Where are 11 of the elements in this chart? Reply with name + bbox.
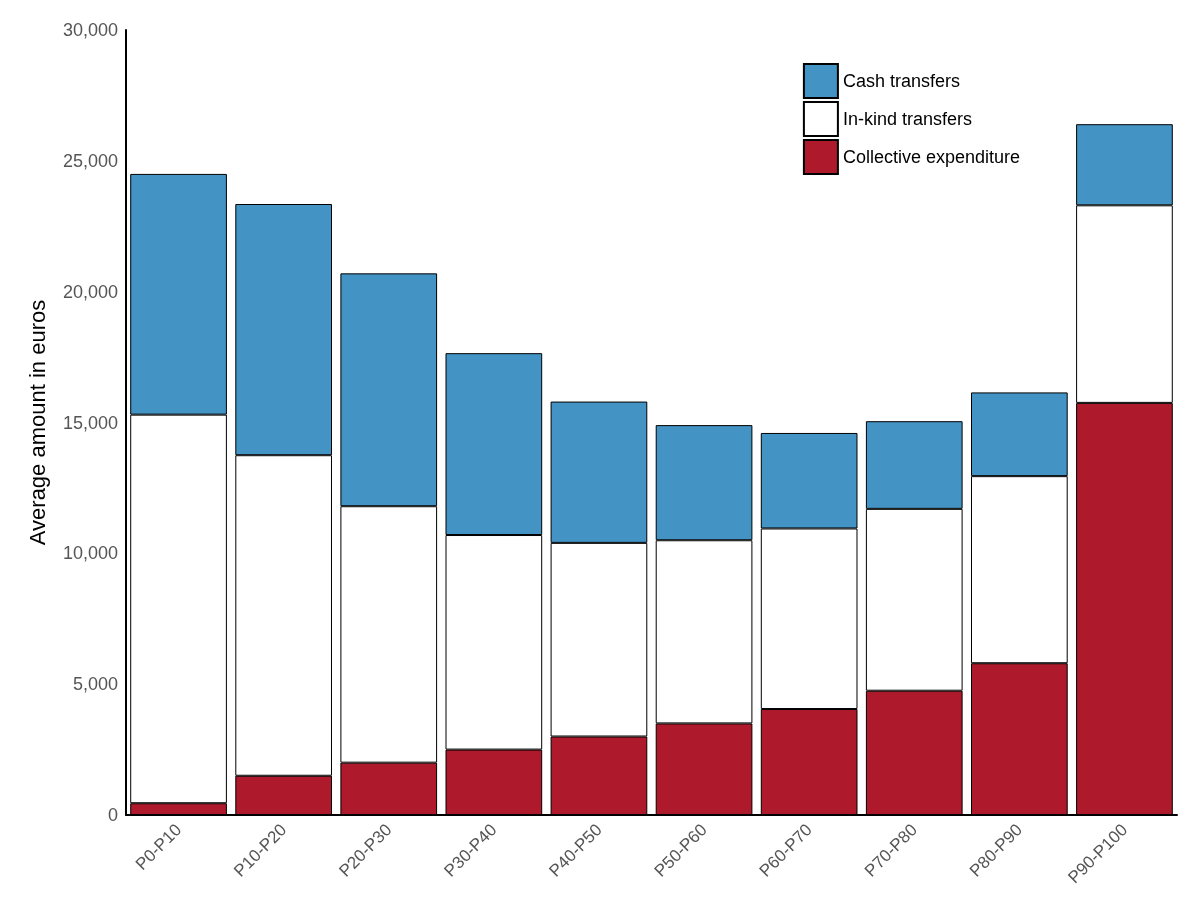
legend-label: Cash transfers <box>842 71 960 91</box>
legend-label: In-kind transfers <box>842 109 972 129</box>
y-tick-label: 10,000 <box>62 543 118 564</box>
y-tick-label: 25,000 <box>62 150 118 171</box>
legend-label: Collective expenditure <box>842 147 1021 167</box>
y-axis-title: Average amount in euros <box>24 299 50 546</box>
y-tick-label: 5,000 <box>72 674 118 695</box>
y-tick-label: 0 <box>107 805 118 825</box>
y-tick-label: 20,000 <box>62 281 118 302</box>
y-tick-label: 15,000 <box>62 412 118 433</box>
y-tick-label: 30,000 <box>62 20 118 40</box>
